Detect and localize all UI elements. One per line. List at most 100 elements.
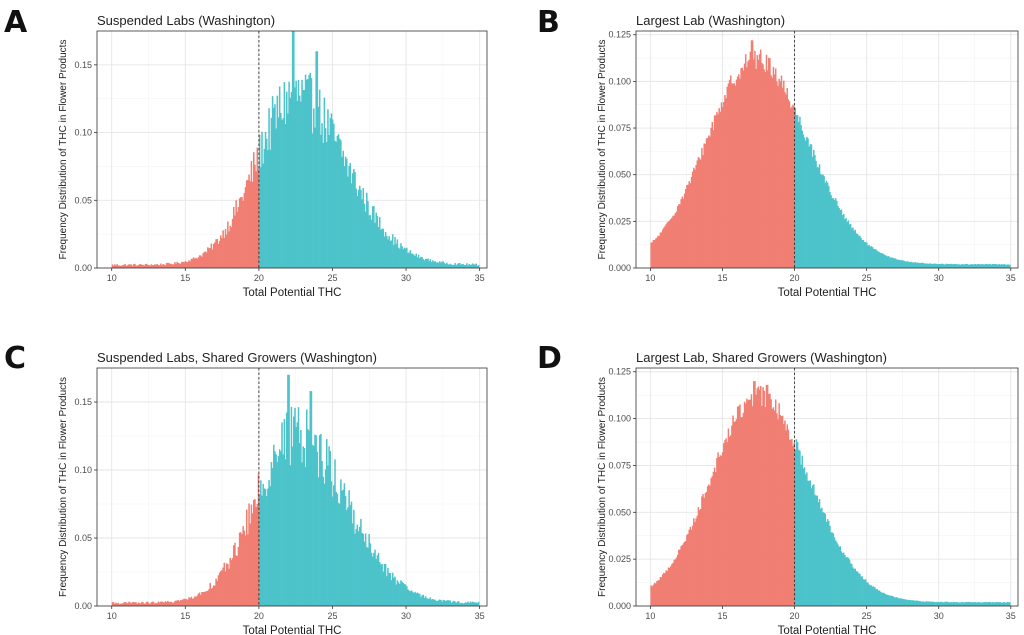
histogram-bar	[671, 217, 673, 268]
histogram-bar	[203, 252, 206, 268]
histogram-bar	[298, 95, 301, 268]
histogram-bar	[838, 207, 840, 268]
histogram-bar	[410, 253, 413, 268]
histogram-bar	[205, 252, 208, 268]
histogram-bar	[376, 555, 379, 606]
histogram-bar	[974, 602, 976, 606]
histogram-bar	[995, 264, 997, 268]
histogram-bar	[983, 264, 986, 268]
histogram-bar	[716, 111, 718, 268]
histogram-bar	[875, 249, 877, 268]
histogram-bar	[672, 215, 674, 268]
histogram-bar	[992, 263, 995, 268]
x-axis-title: Total Potential THC	[243, 625, 342, 635]
histogram-bar	[171, 602, 174, 606]
histogram-bar	[704, 143, 707, 268]
histogram-bar	[885, 255, 888, 268]
histogram-bar	[348, 490, 350, 606]
histogram-bar	[275, 128, 277, 268]
histogram-bar	[779, 415, 782, 606]
x-tick-label: 30	[401, 611, 411, 621]
x-tick-label: 10	[107, 611, 117, 621]
histogram-bar	[733, 422, 735, 606]
histogram-bar	[981, 264, 983, 268]
histogram-bar	[388, 573, 390, 606]
histogram-bar	[231, 218, 234, 268]
histogram-bar	[274, 104, 276, 269]
histogram-bar	[327, 109, 329, 268]
histogram-bar	[947, 602, 950, 606]
histogram-bar	[357, 531, 360, 606]
histogram-bar	[451, 264, 454, 268]
histogram-bar	[200, 255, 202, 268]
histogram-bar	[130, 264, 133, 268]
y-tick-label: 0.10	[74, 128, 92, 138]
histogram-bar	[135, 602, 137, 606]
histogram-bar	[138, 602, 141, 606]
histogram-bar	[463, 265, 466, 268]
histogram-bar	[244, 187, 247, 268]
histogram-bar	[721, 452, 724, 606]
histogram-bar	[773, 410, 776, 606]
histogram-bar	[455, 602, 458, 606]
histogram-bar	[247, 534, 249, 606]
histogram-bar	[238, 532, 241, 606]
histogram-bar	[855, 571, 858, 606]
histogram-bar	[155, 264, 157, 268]
histogram-bar	[949, 602, 951, 606]
histogram-bar	[329, 118, 332, 269]
histogram-bar	[187, 261, 189, 268]
histogram-bar	[207, 247, 209, 268]
histogram-bar	[182, 261, 184, 268]
histogram-bar	[868, 584, 870, 606]
histogram-bar	[296, 422, 299, 606]
histogram-bar	[698, 510, 701, 606]
histogram-bar	[702, 155, 704, 268]
histogram-bar	[308, 430, 310, 606]
histogram-bar	[651, 586, 654, 606]
histogram-bar	[982, 264, 985, 268]
histogram-bar	[373, 552, 375, 606]
histogram-bar	[377, 226, 380, 268]
histogram-bar	[907, 261, 910, 268]
histogram-bar	[650, 242, 652, 268]
histogram-bar	[806, 136, 808, 268]
histogram-bar	[709, 485, 711, 606]
histogram-bar	[141, 264, 143, 268]
histogram-bar	[771, 77, 773, 268]
histogram-bar	[867, 582, 869, 606]
histogram-bar	[836, 542, 838, 606]
histogram-bar	[417, 593, 420, 606]
histogram-bar	[959, 264, 961, 268]
histogram-bar	[979, 264, 981, 268]
histogram-bar	[718, 108, 720, 268]
histogram-bar	[799, 116, 801, 269]
histogram-bar	[470, 602, 473, 606]
histogram-bar	[360, 518, 362, 606]
histogram-bar	[714, 115, 717, 268]
histogram-bar	[357, 189, 360, 268]
y-tick-label: 0.075	[608, 123, 631, 133]
histogram-bar	[244, 535, 247, 606]
histogram-bar	[924, 263, 927, 268]
histogram-bar	[462, 264, 465, 268]
histogram-bar	[474, 602, 476, 606]
histogram-bar	[443, 600, 446, 606]
histogram-bar	[310, 391, 313, 606]
histogram-bar	[302, 90, 304, 268]
histogram-bar	[884, 255, 887, 268]
histogram-bar	[197, 257, 200, 268]
histogram-bar	[787, 99, 790, 269]
histogram-bar	[776, 413, 778, 606]
histogram-bar	[937, 601, 940, 606]
histogram-bar	[777, 85, 779, 268]
histogram-bar	[148, 264, 150, 268]
histogram-bar	[728, 436, 731, 606]
x-tick-label: 35	[1006, 611, 1016, 621]
histogram-bar	[216, 238, 219, 268]
histogram-bar	[901, 598, 904, 606]
histogram-bar	[786, 88, 788, 268]
histogram-bar	[994, 264, 996, 268]
histogram-bar	[313, 445, 315, 606]
y-tick-label: 0.10	[74, 465, 92, 475]
